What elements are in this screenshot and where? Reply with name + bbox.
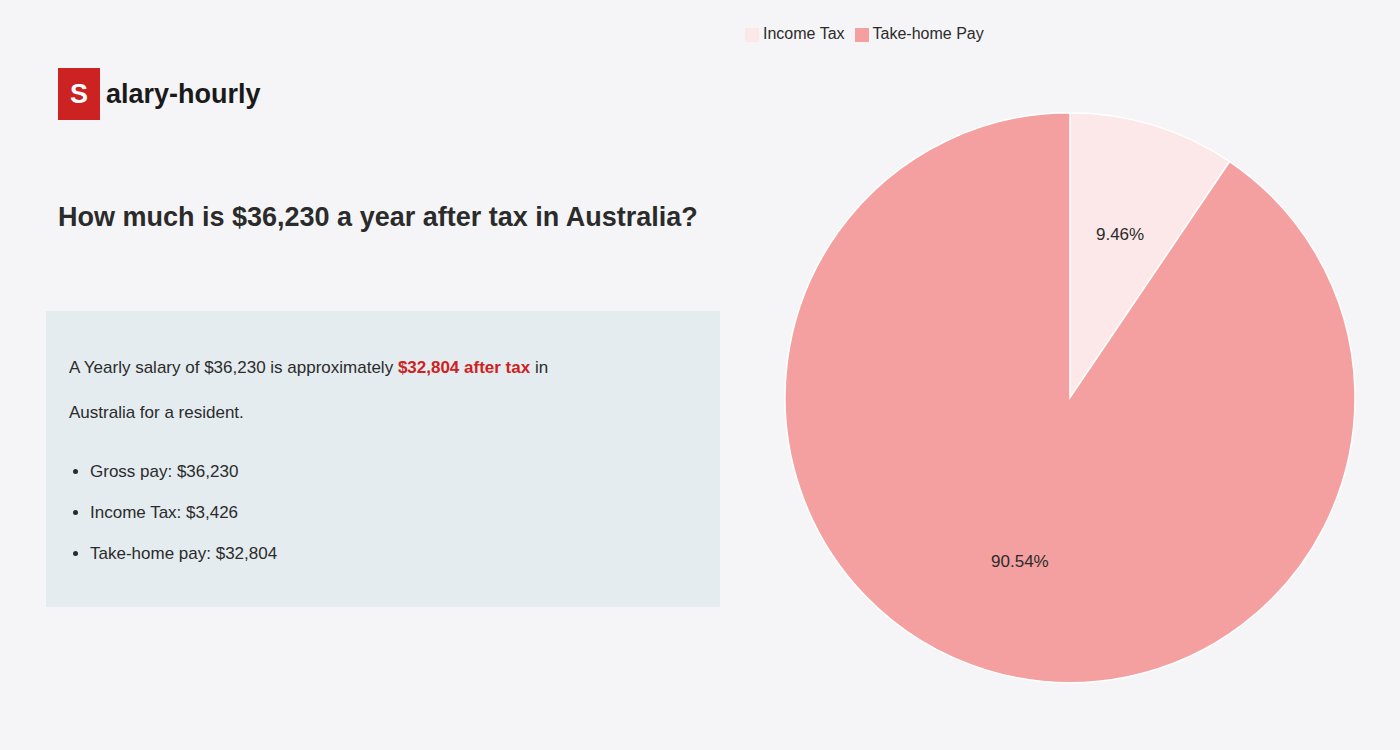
html-text:alary-hourly: alary-hourly — [106, 78, 261, 109]
html-text:How much is $36,230 a year aft: How much is $36,230 a year after tax in … — [58, 202, 698, 232]
html-text:Take-home Pay: Take-home Pay — [872, 25, 984, 42]
html-text:S: S — [70, 78, 88, 109]
svg-text:9.46%: 9.46% — [1096, 225, 1144, 244]
html-text:A Yearly salary of $36,230 is: A Yearly salary of $36,230 is approximat… — [69, 358, 549, 377]
html-text:Gross pay: $36,230: Gross pay: $36,230 — [90, 462, 239, 481]
html-text:Take-home pay: $32,804: Take-home pay: $32,804 — [90, 544, 278, 563]
svg-text:90.54%: 90.54% — [991, 552, 1049, 571]
html-text:Australia for a resident.: Australia for a resident. — [69, 403, 244, 422]
html-text:Income Tax: $3,426: Income Tax: $3,426 — [90, 503, 239, 522]
html-text:Income Tax: Income Tax — [763, 25, 845, 42]
